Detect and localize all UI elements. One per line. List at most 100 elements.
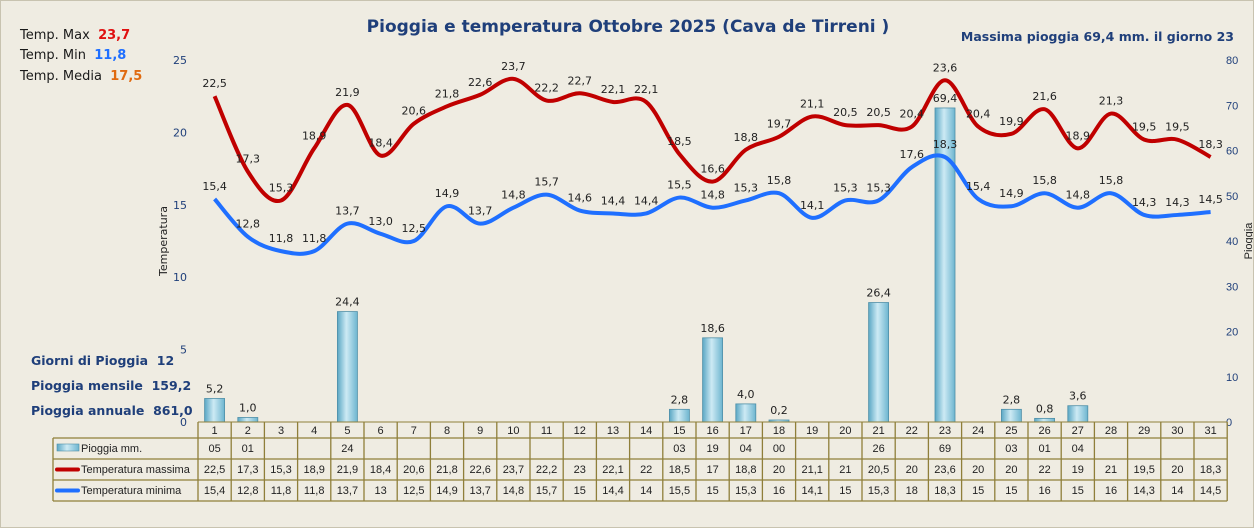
tmax-point-label: 19,7 (767, 118, 792, 131)
table-cell: 19 (706, 443, 718, 455)
day-label: 4 (311, 425, 317, 437)
table-cell: 15 (1072, 485, 1084, 497)
tmin-point-label: 14,4 (634, 194, 659, 207)
table-cell: 03 (1005, 443, 1017, 455)
y-right-tick: 40 (1226, 236, 1238, 248)
tmin-point-label: 14,8 (501, 189, 526, 202)
table-cell: 22,5 (204, 464, 225, 476)
table-cell: 15,4 (204, 485, 225, 497)
table-cell: 69 (939, 443, 951, 455)
tmin-line (213, 153, 1211, 256)
table-cell: 15 (839, 485, 851, 497)
tmax-point-label: 20,6 (402, 105, 427, 118)
tmin-point-label: 14,1 (800, 199, 825, 212)
y-left-tick: 20 (173, 126, 187, 139)
tmax-line (212, 76, 1212, 204)
table-cell: 01 (1038, 443, 1050, 455)
table-cell: 04 (740, 443, 752, 455)
table-cell: 14,4 (602, 485, 623, 497)
table-cell: 26 (872, 443, 884, 455)
rain-bar (702, 337, 723, 423)
table-cell: 15 (972, 485, 984, 497)
day-label: 15 (673, 425, 685, 437)
tmin-point-label: 15,8 (767, 174, 792, 187)
table-cell: 23,7 (503, 464, 524, 476)
tmin-point-label: 18,3 (933, 138, 958, 151)
table-cell: 21,8 (436, 464, 457, 476)
tmax-point-label: 19,5 (1165, 121, 1190, 134)
table-cell: 14,5 (1200, 485, 1221, 497)
tmax-point-label: 21,9 (335, 86, 360, 99)
day-label: 12 (574, 425, 586, 437)
rain-bar-label: 24,4 (335, 296, 360, 309)
rain-bar-label: 3,6 (1069, 390, 1087, 403)
table-cell: 18,4 (370, 464, 391, 476)
rain-bar (735, 403, 757, 423)
table-cell: 00 (773, 443, 785, 455)
table-cell: 15,7 (536, 485, 557, 497)
tmax-point-label: 16,6 (700, 163, 725, 176)
temp-max-stat: Temp. Max 23,7 (20, 28, 131, 43)
table-cell: 16 (1105, 485, 1117, 497)
rain-bar-label: 0,2 (770, 404, 788, 417)
tmin-point-label: 14,3 (1132, 196, 1157, 209)
table-cell: 18,3 (934, 485, 955, 497)
table-cell: 20 (1005, 464, 1017, 476)
rain-bar-label: 1,0 (239, 401, 257, 414)
rain-bar-label: 5,2 (206, 382, 224, 395)
chart-subtitle: Massima pioggia 69,4 mm. il giorno 23 (961, 29, 1234, 44)
tmax-point-label: 20,5 (833, 106, 858, 119)
tmin-point-label: 11,8 (269, 232, 294, 245)
rain-bar-label: 4,0 (737, 388, 755, 401)
rain-bar (237, 417, 259, 423)
tmin-point-label: 14,4 (601, 194, 626, 207)
table-cell: 16 (773, 485, 785, 497)
tmax-point-label: 20,4 (966, 108, 991, 121)
rain-bar-label: 69,4 (933, 92, 958, 105)
tmin-point-label: 14,9 (999, 187, 1024, 200)
y-left-tick: 10 (173, 271, 187, 284)
table-cell: 14,3 (1133, 485, 1154, 497)
rain-bar-label: 26,4 (866, 287, 891, 300)
y-right-tick: 0 (1226, 417, 1232, 429)
table-cell: 01 (242, 443, 254, 455)
day-label: 5 (344, 425, 350, 437)
day-label: 17 (740, 425, 752, 437)
day-label: 26 (1038, 425, 1050, 437)
y-right-label: Pioggia (1243, 222, 1254, 260)
tmin-point-label: 12,5 (402, 222, 427, 235)
table-cell: 14,9 (436, 485, 457, 497)
y-left-label: Temperatura (157, 206, 170, 277)
table-cell: 16 (1038, 485, 1050, 497)
tmax-point-label: 21,1 (800, 97, 825, 110)
tmax-point-label: 19,9 (999, 115, 1024, 128)
tmax-point-label: 23,6 (933, 61, 958, 74)
table-cell: 24 (341, 443, 353, 455)
y-right-tick: 70 (1226, 100, 1238, 112)
rain-bar-label: 2,8 (671, 393, 689, 406)
pioggia-annuale-stat: Pioggia annuale 861,0 (31, 403, 193, 418)
tmin-point-label: 11,8 (302, 232, 327, 245)
table-cell: 15,3 (270, 464, 291, 476)
table-cell: 17,3 (237, 464, 258, 476)
day-label: 19 (806, 425, 818, 437)
day-label: 14 (640, 425, 652, 437)
table-cell: 22 (1038, 464, 1050, 476)
day-label: 9 (477, 425, 483, 437)
tmax-point-label: 22,1 (601, 83, 626, 96)
tmax-point-label: 22,6 (468, 76, 493, 89)
tmax-point-label: 20,4 (900, 108, 925, 121)
tmax-point-label: 20,5 (866, 106, 891, 119)
y-left-tick: 5 (180, 344, 187, 357)
tmin-point-label: 14,9 (435, 187, 460, 200)
temp-media-stat: Temp. Media 17,5 (20, 69, 143, 84)
table-cell: 18 (906, 485, 918, 497)
tmax-point-label: 21,3 (1099, 95, 1124, 108)
tmin-point-label: 17,6 (900, 148, 925, 161)
day-label: 21 (872, 425, 884, 437)
table-cell: 18,3 (1200, 464, 1221, 476)
tmax-point-label: 19,5 (1132, 121, 1157, 134)
table-cell: 20,5 (868, 464, 889, 476)
table-cell: 23,6 (934, 464, 955, 476)
